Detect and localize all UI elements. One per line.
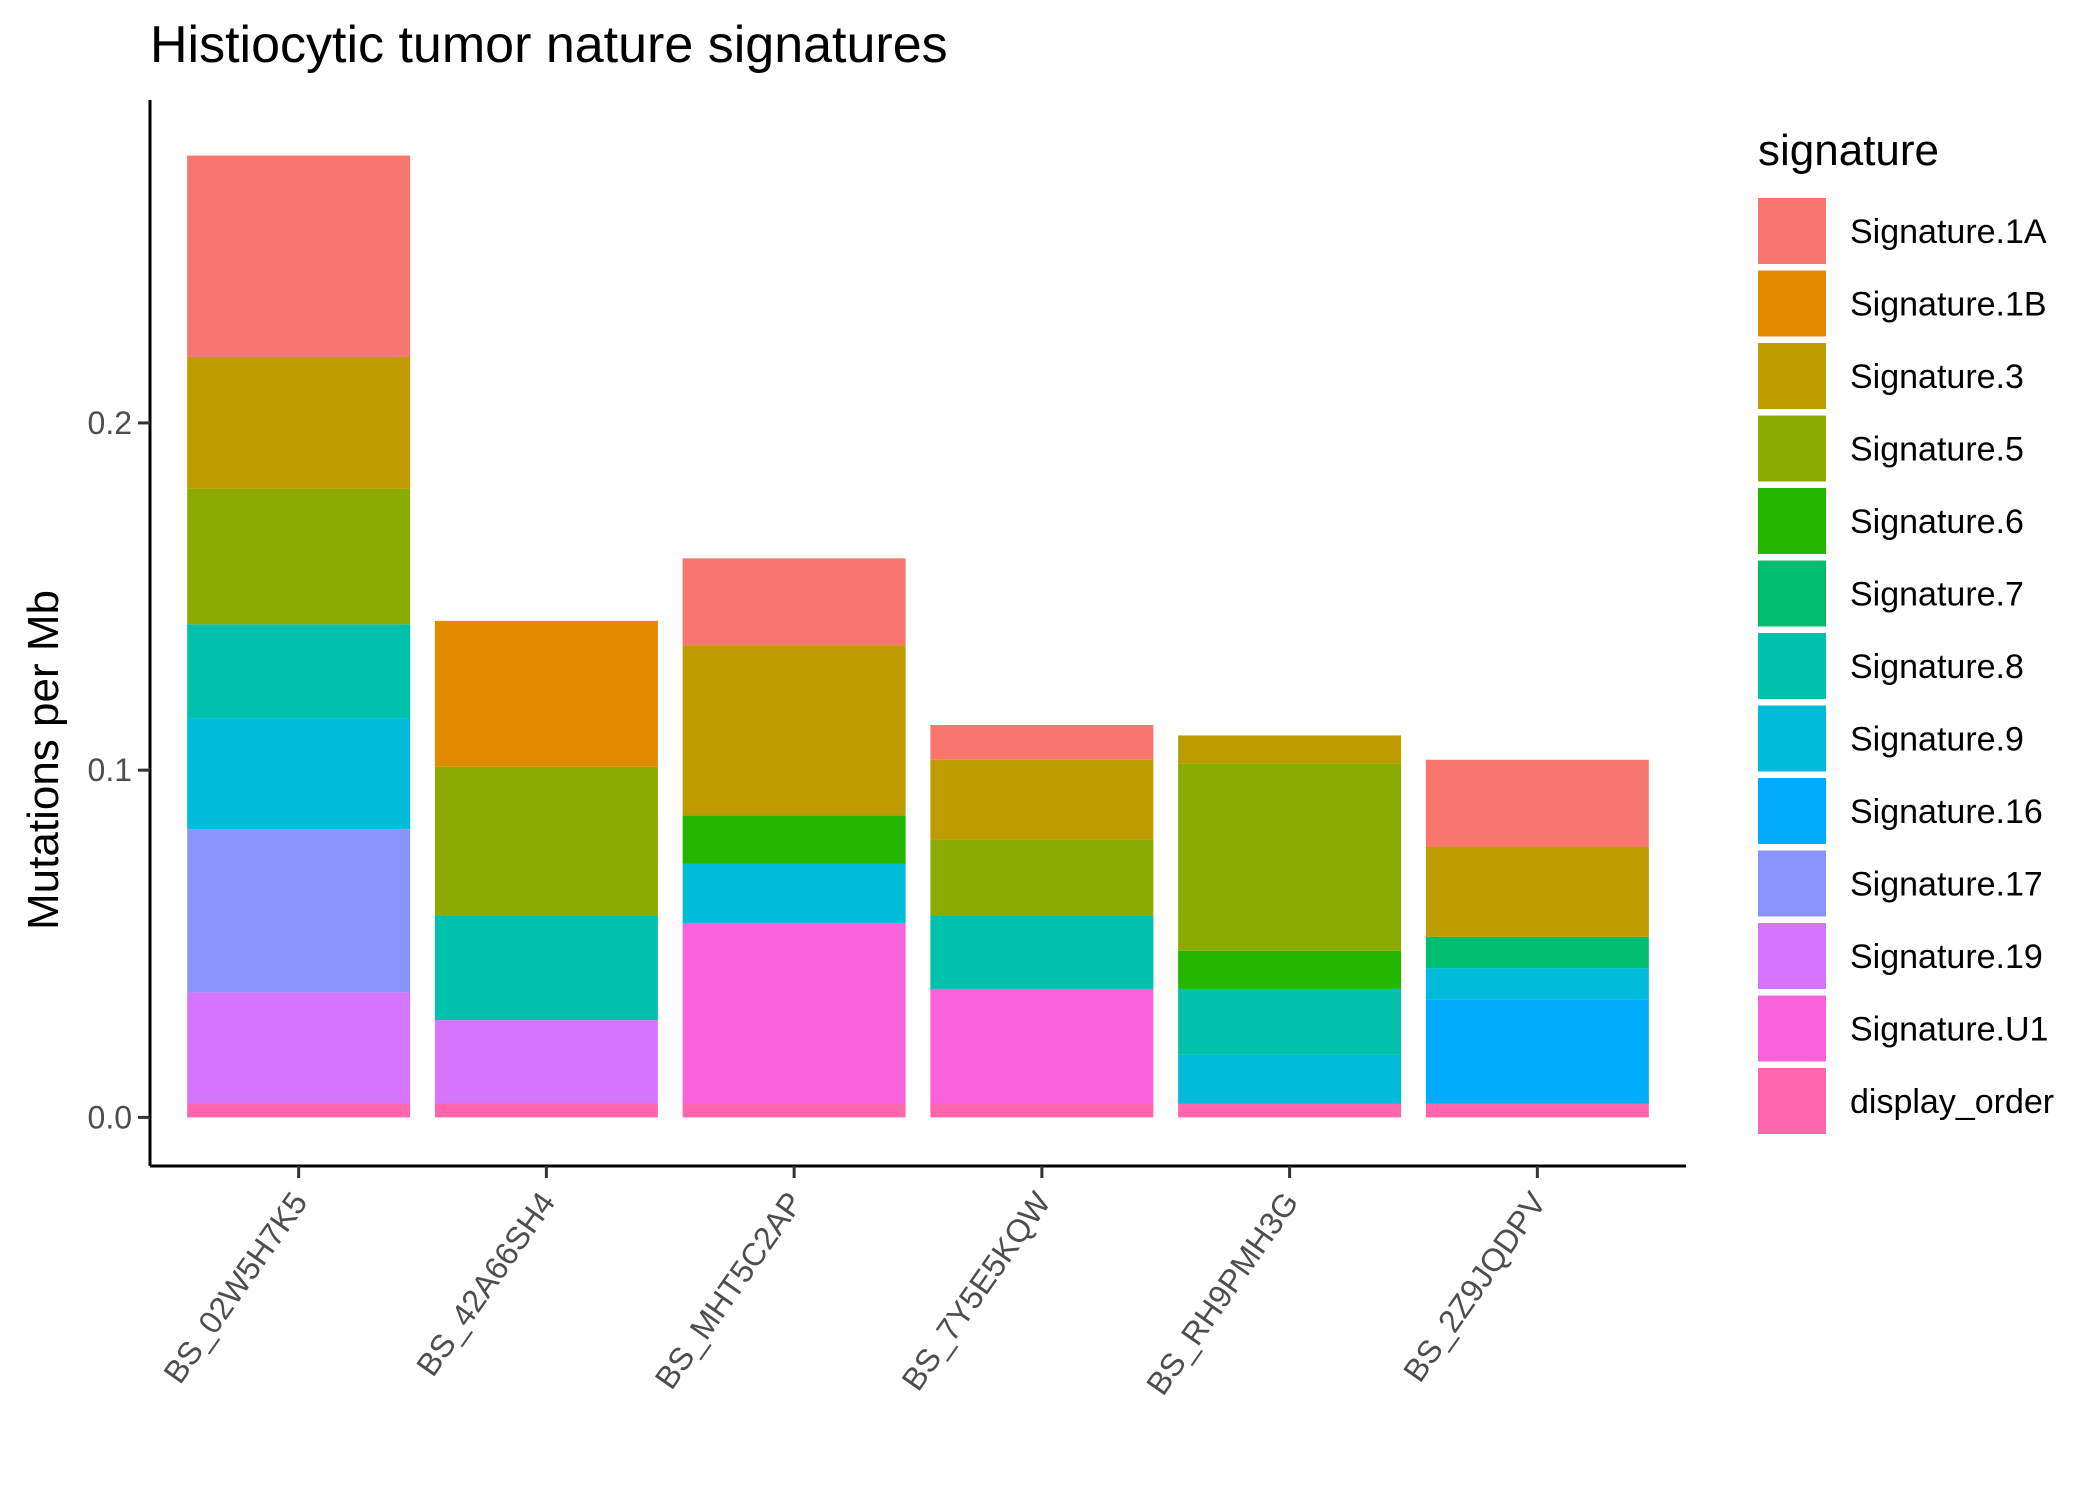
legend-label: Signature.16	[1850, 793, 2043, 831]
y-ticks-group: 0.0 0.1 0.2	[88, 405, 150, 1135]
bar-segment	[1425, 968, 1649, 1000]
legend-key	[1758, 778, 1826, 844]
bar-segment	[682, 815, 906, 864]
y-tick-label: 0.0	[88, 1099, 132, 1135]
bar-segment	[1425, 1103, 1649, 1118]
bar-segment	[1178, 735, 1402, 764]
bar-segment	[1425, 759, 1649, 847]
legend-key	[1758, 415, 1826, 482]
bar-segment	[930, 725, 1154, 760]
bar-segment	[682, 863, 906, 923]
bar-segment	[187, 1103, 411, 1118]
legend-key	[1758, 633, 1826, 699]
legend-label: Signature.3	[1850, 358, 2024, 396]
bar-segment	[930, 1103, 1154, 1118]
bar-segment	[187, 829, 411, 993]
legend-key	[1758, 488, 1826, 554]
legend-label: Signature.1B	[1850, 286, 2047, 324]
legend-label: Signature.9	[1850, 721, 2024, 759]
bar-segment	[1425, 846, 1649, 937]
bar-segment	[1425, 999, 1649, 1104]
legend-key	[1758, 995, 1826, 1062]
bar-segment	[930, 759, 1154, 840]
bar-segment	[1178, 1103, 1402, 1118]
legend-key	[1758, 198, 1826, 264]
legend-key	[1758, 705, 1826, 772]
bar-segment	[930, 988, 1154, 1104]
bar-segment	[682, 1103, 906, 1118]
bars-group	[187, 155, 1649, 1118]
legend-label: Signature.8	[1850, 648, 2024, 686]
bar-segment	[1425, 936, 1649, 969]
bar-segment	[1178, 763, 1402, 951]
legend-label: Signature.U1	[1850, 1011, 2048, 1049]
x-tick-label: BS_02W5H7K5	[156, 1185, 314, 1389]
legend-key	[1758, 270, 1826, 337]
y-tick-label: 0.1	[88, 752, 132, 788]
bar-segment	[187, 155, 411, 357]
legend-key	[1758, 343, 1826, 409]
x-tick-label: BS_MHT5C2AP	[648, 1185, 810, 1395]
bar-segment	[682, 922, 906, 1104]
legend-key	[1758, 850, 1826, 917]
legend-key	[1758, 923, 1826, 989]
x-tick-label: BS_2Z9JQDPV	[1396, 1185, 1553, 1388]
bar-segment	[1178, 950, 1402, 989]
legend-label: Signature.1A	[1850, 213, 2047, 251]
y-axis-title: Mutations per Mb	[19, 590, 68, 930]
bar-segment	[434, 1020, 658, 1104]
bar-segment	[187, 992, 411, 1104]
x-tick-label: BS_42A66SH4	[409, 1185, 562, 1382]
bar-segment	[187, 488, 411, 625]
chart-title: Histiocytic tumor nature signatures	[150, 16, 948, 74]
legend-label: Signature.7	[1850, 576, 2024, 614]
legend: Signature.1A Signature.1B Signature.3 Signa…	[1758, 198, 2054, 1134]
legend-label: Signature.19	[1850, 938, 2043, 976]
bar-segment	[1178, 988, 1402, 1055]
bar-segment	[434, 766, 658, 916]
bar-segment	[682, 558, 906, 646]
legend-label: display_order	[1850, 1083, 2054, 1121]
bar-segment	[434, 915, 658, 1021]
bar-segment	[930, 915, 1154, 989]
legend-label: Signature.17	[1850, 866, 2043, 904]
bar-segment	[434, 620, 658, 767]
bar-segment	[682, 645, 906, 816]
bar-segment	[187, 356, 411, 489]
legend-title: signature	[1758, 126, 1939, 175]
y-tick-label: 0.2	[88, 405, 132, 441]
bar-segment	[187, 718, 411, 830]
x-tick-label: BS_RH9PMH3G	[1139, 1185, 1305, 1401]
x-ticks-group: BS_02W5H7K5 BS_42A66SH4 BS_MHT5C2AP BS_7Y5E…	[156, 1166, 1553, 1401]
x-tick-label: BS_7Y5E5KQW	[894, 1185, 1058, 1397]
bar-segment	[434, 1103, 658, 1118]
legend-label: Signature.5	[1850, 431, 2024, 469]
bar-segment	[187, 624, 411, 719]
legend-key	[1758, 560, 1826, 627]
legend-key	[1758, 1068, 1826, 1134]
bar-segment	[930, 839, 1154, 916]
bar-segment	[1178, 1054, 1402, 1104]
legend-label: Signature.6	[1850, 503, 2024, 541]
